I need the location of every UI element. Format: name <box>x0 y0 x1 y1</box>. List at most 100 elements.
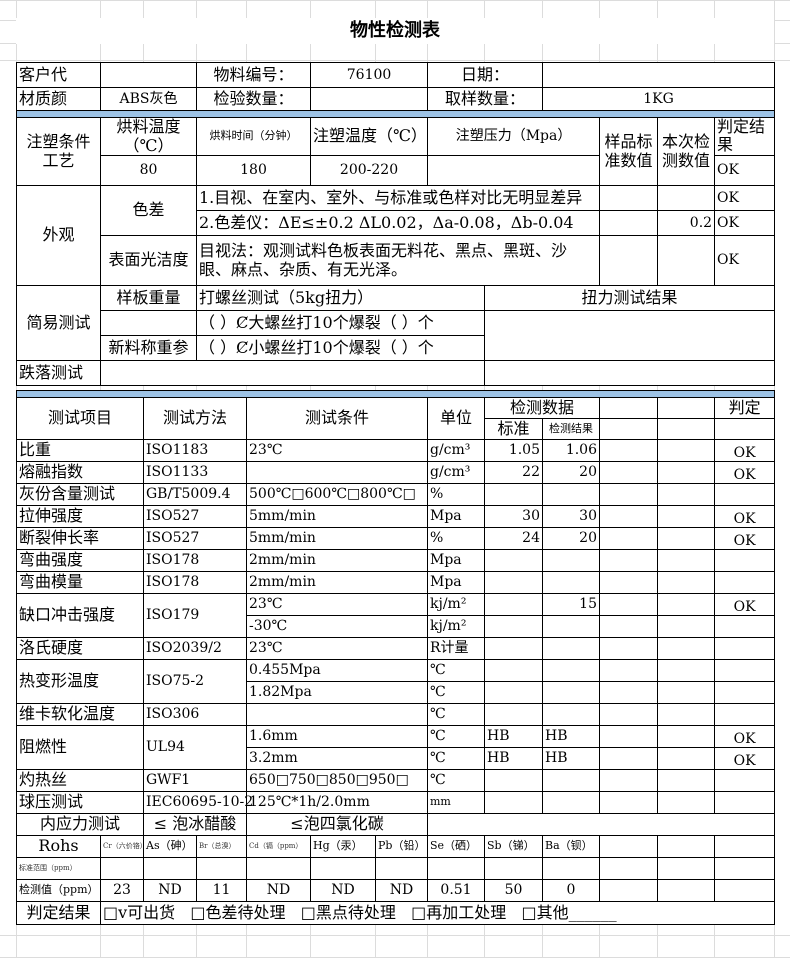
std-cell[interactable]: 1.05 <box>484 439 543 462</box>
std-cell[interactable] <box>484 791 543 814</box>
blank-cell[interactable] <box>657 461 715 484</box>
blank-cell[interactable] <box>657 571 715 594</box>
rohs-std-cell[interactable] <box>484 857 543 880</box>
std-cell[interactable]: 30 <box>484 505 543 528</box>
verdict-cell[interactable] <box>713 615 776 638</box>
blank-cell[interactable] <box>657 725 715 748</box>
color-diff-value[interactable]: 0.2 <box>657 210 716 236</box>
drop-test-result[interactable] <box>484 360 776 386</box>
this-cell[interactable] <box>657 185 716 211</box>
rohs-std-cell[interactable] <box>100 857 144 880</box>
result-cell[interactable]: 15 <box>542 593 600 616</box>
blank-cell[interactable] <box>657 659 715 682</box>
std-cell[interactable]: HB <box>484 747 543 770</box>
rohs-value[interactable]: 50 <box>484 879 543 902</box>
blank-cell[interactable] <box>599 483 658 506</box>
result-cell[interactable] <box>542 615 600 638</box>
molding-value[interactable] <box>427 155 601 186</box>
verdict-cell[interactable] <box>713 637 776 660</box>
blank-cell[interactable] <box>657 615 715 638</box>
stress-result[interactable] <box>426 813 776 836</box>
material-no-value[interactable]: 76100 <box>310 62 429 88</box>
blank-cell[interactable] <box>599 857 658 880</box>
rohs-std-cell[interactable] <box>310 857 376 880</box>
blank-cell[interactable] <box>599 593 658 616</box>
blank-cell[interactable] <box>599 791 658 814</box>
material-value[interactable]: ABS灰色 <box>100 87 197 111</box>
blank-cell[interactable] <box>599 549 658 572</box>
rohs-std-cell[interactable] <box>375 857 428 880</box>
this-cell[interactable] <box>657 235 716 286</box>
std-cell[interactable] <box>484 593 543 616</box>
blank-cell[interactable] <box>599 681 658 704</box>
verdict-cell[interactable] <box>713 769 776 792</box>
verdict-cell[interactable]: OK <box>713 593 776 616</box>
rohs-value[interactable]: ND <box>143 879 197 902</box>
blank-cell[interactable] <box>657 857 715 880</box>
blank-cell[interactable] <box>657 747 715 770</box>
rohs-value[interactable]: 0 <box>542 879 600 902</box>
blank-cell[interactable] <box>599 439 658 462</box>
blank-cell[interactable] <box>657 681 715 704</box>
rohs-std-cell[interactable] <box>246 857 311 880</box>
verdict-cell[interactable]: OK <box>713 461 776 484</box>
result-cell[interactable] <box>542 681 600 704</box>
molding-value[interactable]: 200-220 <box>310 155 429 186</box>
blank-cell[interactable] <box>599 461 658 484</box>
blank-cell[interactable] <box>657 527 715 550</box>
molding-result[interactable]: OK <box>714 155 776 186</box>
blank-cell[interactable] <box>657 637 715 660</box>
blank-cell[interactable] <box>599 571 658 594</box>
blank-cell[interactable] <box>599 747 658 770</box>
std-cell[interactable]: HB <box>484 725 543 748</box>
blank-cell[interactable] <box>599 835 658 858</box>
blank-cell[interactable] <box>713 835 776 858</box>
rohs-value[interactable]: 11 <box>196 879 247 902</box>
blank-cell[interactable] <box>599 769 658 792</box>
result-cell[interactable]: HB <box>542 725 600 748</box>
std-cell[interactable] <box>599 235 659 286</box>
rohs-value[interactable]: ND <box>310 879 376 902</box>
blank-cell[interactable] <box>713 857 776 880</box>
std-cell[interactable] <box>484 483 543 506</box>
result-cell[interactable] <box>542 637 600 660</box>
blank-cell[interactable] <box>713 879 776 902</box>
date-value[interactable] <box>542 62 776 88</box>
verdict-cell[interactable] <box>713 549 776 572</box>
rohs-value[interactable]: ND <box>246 879 311 902</box>
std-cell[interactable] <box>484 681 543 704</box>
blank-cell[interactable] <box>657 483 715 506</box>
customer-value[interactable] <box>100 62 197 88</box>
verdict-cell[interactable]: OK <box>713 747 776 770</box>
rohs-value[interactable]: ND <box>375 879 428 902</box>
blank-cell[interactable] <box>599 725 658 748</box>
std-cell[interactable] <box>484 769 543 792</box>
std-cell[interactable] <box>484 549 543 572</box>
blank-cell[interactable] <box>657 769 715 792</box>
result-cell[interactable] <box>542 769 600 792</box>
color-diff-meter-result[interactable]: OK <box>714 210 776 236</box>
blank-cell[interactable] <box>657 791 715 814</box>
rohs-std-cell[interactable] <box>542 857 600 880</box>
surface-result[interactable]: OK <box>714 235 776 286</box>
result-cell[interactable] <box>542 571 600 594</box>
blank-cell[interactable] <box>657 703 715 726</box>
std-cell[interactable] <box>484 637 543 660</box>
verdict-cell[interactable] <box>713 659 776 682</box>
blank-cell[interactable] <box>599 615 658 638</box>
std-cell[interactable] <box>484 659 543 682</box>
std-cell[interactable]: 22 <box>484 461 543 484</box>
result-cell[interactable]: 20 <box>542 527 600 550</box>
inspect-qty-value[interactable] <box>310 87 429 111</box>
blank-cell[interactable] <box>657 505 715 528</box>
std-cell[interactable] <box>484 571 543 594</box>
verdict-cell[interactable] <box>713 483 776 506</box>
rohs-value[interactable]: 0.51 <box>427 879 485 902</box>
verdict-cell[interactable]: OK <box>713 505 776 528</box>
verdict-cell[interactable]: OK <box>713 439 776 462</box>
result-cell[interactable]: HB <box>542 747 600 770</box>
std-cell[interactable] <box>599 210 659 236</box>
rohs-value[interactable]: 23 <box>100 879 144 902</box>
rohs-std-cell[interactable] <box>143 857 197 880</box>
std-cell[interactable] <box>484 703 543 726</box>
